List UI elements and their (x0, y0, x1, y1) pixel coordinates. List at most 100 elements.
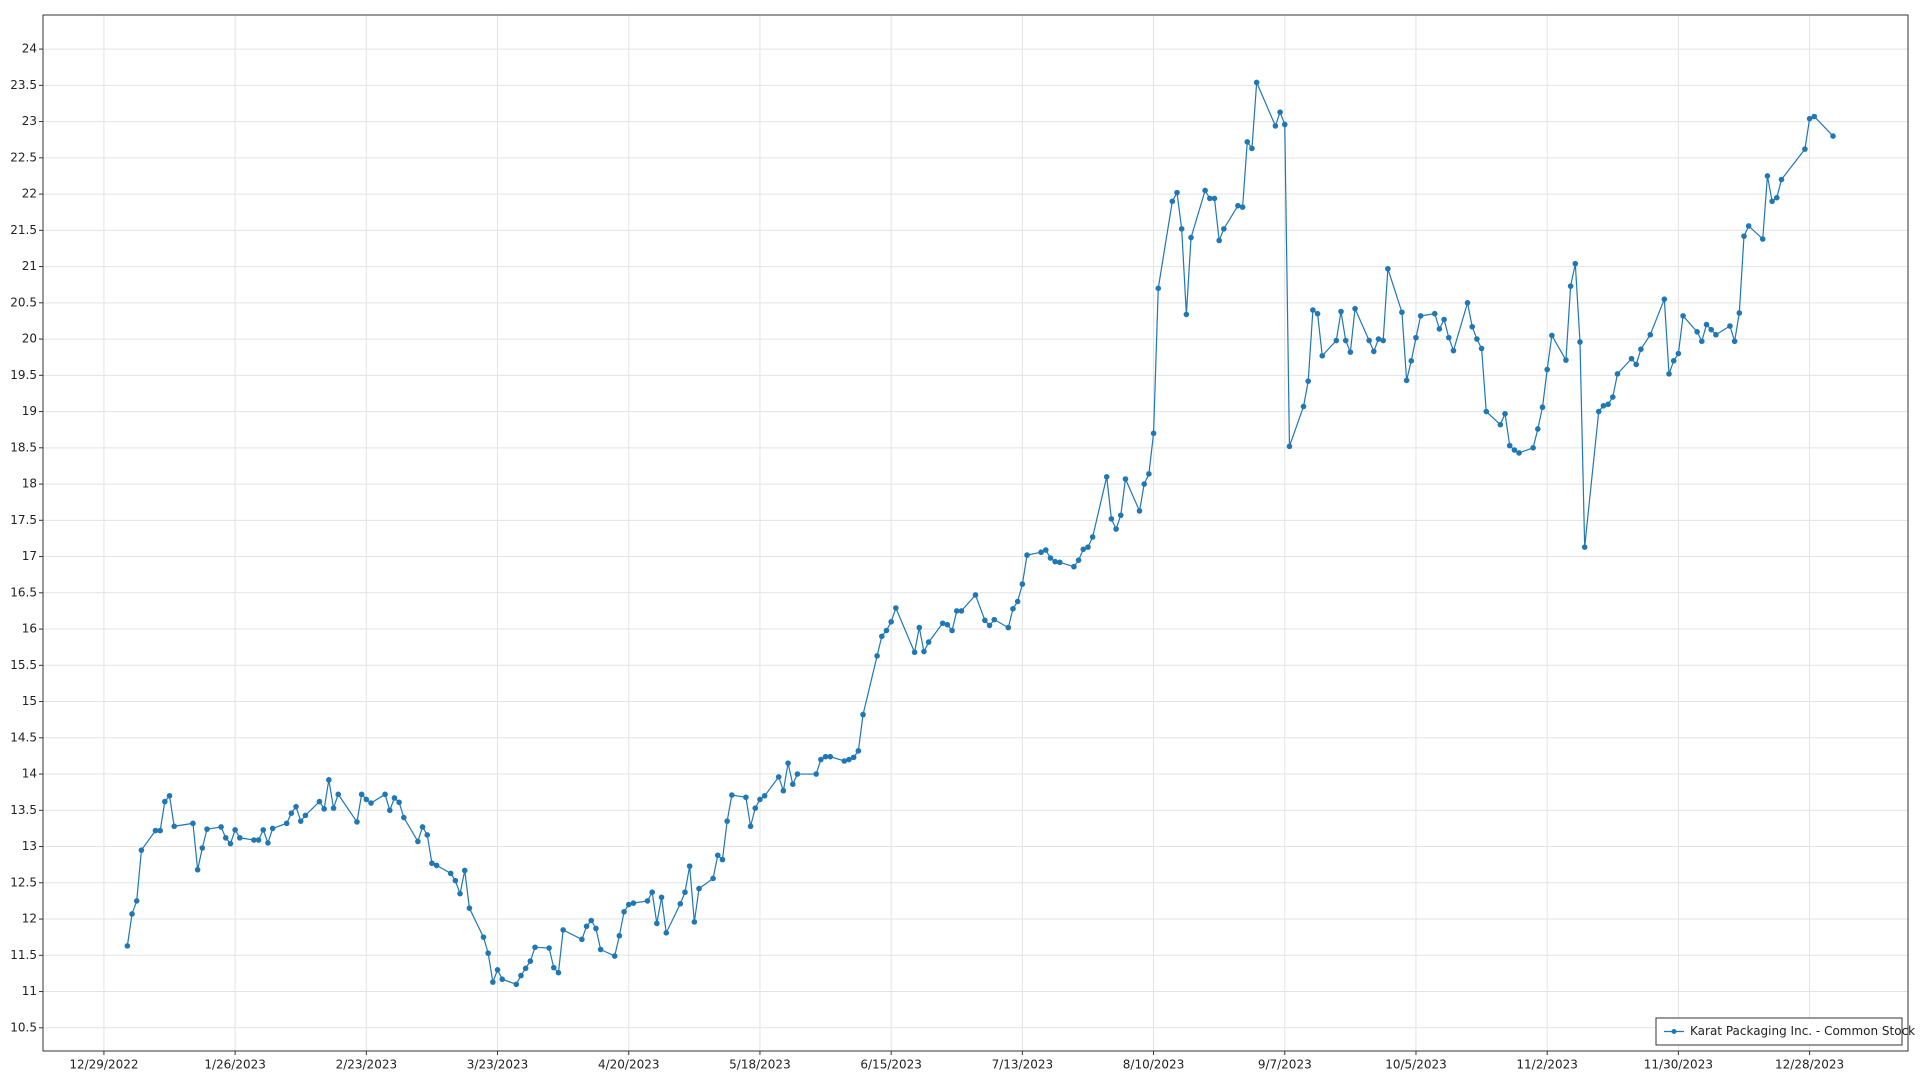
point (1675, 350, 1682, 357)
point (1366, 337, 1372, 344)
x-tick-label: 10/5/2023 (1385, 1058, 1447, 1072)
point (883, 627, 890, 634)
point (1249, 145, 1255, 152)
point (1038, 549, 1044, 556)
point (1380, 337, 1386, 344)
point (1272, 123, 1279, 129)
point (1052, 558, 1058, 565)
point (1497, 421, 1504, 428)
point (944, 621, 951, 628)
point (1464, 300, 1471, 306)
point (841, 758, 848, 764)
point (162, 798, 168, 805)
point (358, 791, 365, 798)
point (171, 823, 178, 830)
point (1727, 323, 1733, 329)
point (386, 807, 393, 814)
point (1778, 176, 1785, 183)
point (1530, 445, 1536, 451)
x-tick-label: 1/26/2023 (204, 1058, 266, 1072)
point (1113, 526, 1119, 532)
point (401, 814, 407, 821)
point (1431, 310, 1438, 317)
point (710, 875, 716, 882)
y-tick-label: 18 (22, 477, 37, 491)
point (316, 798, 323, 805)
point (1502, 410, 1508, 417)
point (621, 909, 627, 915)
point (949, 627, 955, 634)
series-line (126, 82, 1834, 986)
point (644, 898, 651, 904)
point (1600, 402, 1607, 409)
point (611, 953, 618, 959)
point (1300, 403, 1307, 410)
point (1338, 308, 1344, 315)
point (1577, 339, 1583, 345)
y-tick-label: 18.5 (10, 440, 37, 454)
point (560, 927, 566, 933)
point (813, 771, 819, 777)
point (1342, 337, 1349, 344)
point (1614, 371, 1621, 377)
point (1572, 260, 1579, 267)
point (297, 818, 304, 824)
point (1122, 476, 1129, 482)
point (166, 793, 173, 799)
point (1108, 516, 1115, 522)
point (260, 827, 267, 833)
point (433, 862, 440, 869)
point (1506, 442, 1513, 449)
point (654, 920, 660, 927)
point (1516, 450, 1522, 456)
x-tick-label: 12/28/2023 (1775, 1058, 1844, 1072)
point (330, 805, 337, 811)
x-tick-label: 11/30/2023 (1644, 1058, 1713, 1072)
point (447, 870, 454, 877)
y-tick-label: 17 (22, 549, 37, 563)
point (302, 812, 309, 819)
point (415, 838, 421, 845)
point (1535, 426, 1541, 432)
y-tick-label: 13 (22, 839, 37, 853)
point (391, 795, 398, 801)
point (686, 863, 693, 869)
y-tick-label: 10.5 (10, 1020, 37, 1034)
point (129, 911, 135, 917)
x-tick-label: 5/18/2023 (729, 1058, 791, 1072)
point (429, 860, 435, 867)
point (579, 936, 585, 943)
point (696, 885, 702, 892)
point (283, 820, 290, 827)
point (818, 756, 824, 763)
point (522, 965, 529, 972)
point (1806, 115, 1813, 122)
point (157, 827, 163, 834)
point (1024, 552, 1030, 558)
point (461, 867, 468, 874)
y-tick-label: 15.5 (10, 658, 37, 672)
point (354, 819, 360, 825)
point (1089, 534, 1096, 540)
point (1146, 471, 1152, 477)
point (550, 964, 557, 971)
point (288, 810, 295, 817)
point (1605, 401, 1611, 408)
y-tick-label: 19 (22, 404, 37, 418)
point (583, 923, 590, 930)
point (1202, 187, 1208, 194)
point (1211, 195, 1218, 202)
point (625, 901, 632, 908)
point (419, 824, 426, 830)
x-tick-label: 6/15/2023 (860, 1058, 922, 1072)
y-tick-label: 22 (22, 187, 37, 201)
point (368, 800, 374, 806)
point (916, 624, 923, 631)
point (1408, 358, 1415, 364)
point (785, 760, 791, 766)
point (1581, 544, 1588, 550)
point (232, 827, 238, 833)
point (382, 791, 388, 798)
point (789, 781, 796, 788)
